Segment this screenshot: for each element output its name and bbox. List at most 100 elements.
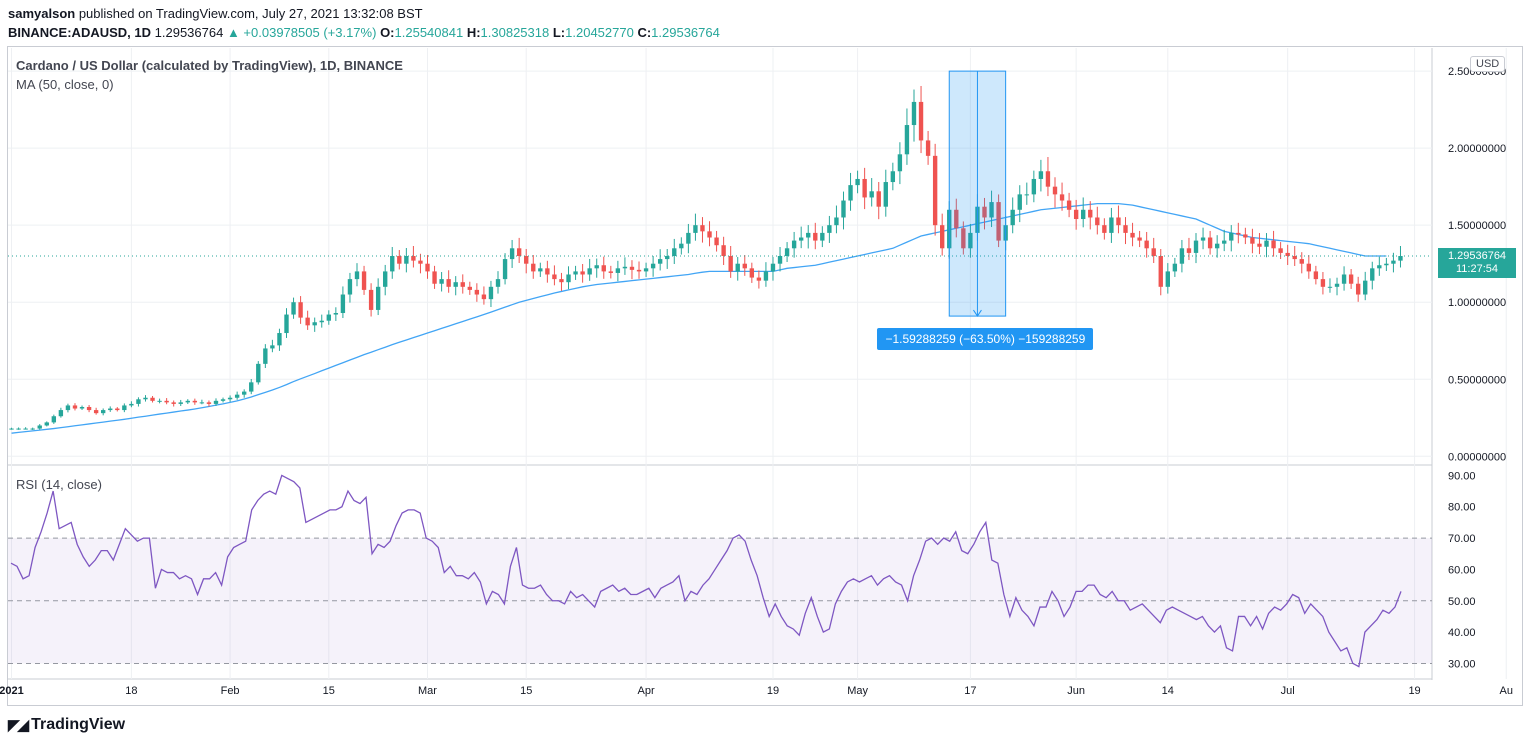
candle-body (777, 256, 783, 264)
price-tick-label: 1.50000000 (1448, 220, 1506, 232)
candle-body (763, 271, 769, 281)
candle-body (552, 274, 557, 280)
candle-body (383, 271, 388, 287)
candle-body (996, 202, 1001, 241)
candle-body (1038, 171, 1044, 179)
candle-body (1088, 209, 1093, 218)
candle-body (848, 185, 853, 201)
candle-body (961, 228, 966, 249)
candle-body (375, 286, 381, 310)
candle-body (1306, 263, 1312, 272)
rsi-tick-label: 30.00 (1448, 658, 1476, 670)
candle-body (693, 225, 698, 233)
candle-body (220, 399, 226, 401)
candle-body (798, 237, 804, 241)
candle-body (1017, 194, 1022, 210)
candle-body (432, 271, 437, 284)
candle-body (721, 245, 726, 256)
ma-indicator-title[interactable]: MA (50, close, 0) (16, 77, 114, 92)
tradingview-logo-icon: ◤◢ (8, 717, 29, 734)
candle-body (1243, 234, 1248, 238)
candle-body (51, 416, 57, 423)
tradingview-logo[interactable]: ◤◢ TradingView (8, 716, 125, 734)
candle-body (1214, 243, 1220, 249)
candle-body (1285, 252, 1290, 256)
candle-body (305, 317, 310, 326)
candle-body (1172, 263, 1178, 272)
candle-body (1193, 240, 1199, 253)
open-value: 1.25540841 (394, 25, 464, 40)
ma-line (11, 202, 1387, 434)
candle-body (509, 248, 515, 260)
candle-body (890, 171, 896, 183)
candle-body (122, 405, 127, 411)
candle-body (30, 428, 35, 430)
candle-body (1207, 237, 1213, 249)
candle-body (488, 286, 494, 300)
candle-body (629, 266, 635, 270)
candle-body (37, 425, 42, 429)
candle-body (495, 279, 501, 287)
ma-line-layer (11, 202, 1387, 434)
candle-body (1250, 237, 1255, 244)
candle-body (213, 400, 219, 404)
time-tick-label: 2021 (0, 685, 24, 697)
candle-body (954, 209, 959, 229)
candle-body (1130, 232, 1135, 238)
candle-body (340, 294, 346, 314)
candle-body (855, 178, 860, 186)
candle-body (1144, 240, 1149, 249)
candle-body (72, 405, 78, 409)
candle-body (700, 225, 705, 232)
time-tick-label: Apr (638, 685, 655, 697)
candle-body (93, 410, 99, 414)
price-tick-label: 1.00000000 (1448, 297, 1506, 309)
time-tick-label: 19 (1408, 685, 1420, 697)
candle-body (869, 191, 874, 198)
candle-body (1151, 248, 1156, 256)
close-value: 1.29536764 (651, 25, 720, 40)
candle-body (354, 271, 360, 280)
axes-layer: 0.00000000 0.50000000 1.00000000 1.50000000… (0, 66, 1513, 697)
candle-body (573, 271, 578, 275)
candle-body (418, 260, 423, 264)
candle-body (1229, 232, 1234, 241)
time-tick-label: Au (1499, 685, 1512, 697)
candle-body (326, 314, 331, 321)
candle-body (227, 397, 233, 400)
candle-body (834, 217, 839, 226)
candle-body (9, 428, 14, 430)
candle-body (622, 266, 628, 269)
publish-text: published on TradingView.com, July 27, 2… (78, 6, 423, 21)
close-label: C: (637, 25, 652, 40)
candle-body (185, 400, 190, 403)
high-value: 1.30825318 (480, 25, 550, 40)
rsi-tick-label: 60.00 (1448, 564, 1476, 576)
measure-tool[interactable] (948, 70, 1007, 317)
time-tick-label: Mar (418, 685, 437, 697)
candle-body (136, 399, 141, 404)
candle-body (164, 400, 169, 403)
time-tick-label: May (847, 685, 868, 697)
candle-body (904, 125, 910, 155)
rsi-indicator-title[interactable]: RSI (14, close) (16, 477, 102, 492)
time-tick-label: Jun (1067, 685, 1085, 697)
candle-body (291, 302, 296, 315)
candle-body (298, 302, 303, 318)
publisher-name[interactable]: samyalson (8, 6, 76, 21)
candle-body (516, 248, 522, 256)
currency-button[interactable]: USD (1470, 56, 1506, 72)
price-tick-label: 0.50000000 (1448, 374, 1506, 386)
candle-body (784, 248, 790, 256)
candle-body (249, 382, 254, 392)
candle-body (206, 402, 212, 404)
candle-body (368, 289, 374, 310)
candle-body (1398, 256, 1403, 261)
candle-body (545, 268, 550, 275)
rsi-tick-label: 70.00 (1448, 533, 1476, 545)
high-label: H: (466, 25, 481, 40)
candle-body (559, 279, 564, 283)
current-price-tag: 1.29536764 11:27:54 (1438, 248, 1516, 278)
candle-body (439, 279, 444, 284)
